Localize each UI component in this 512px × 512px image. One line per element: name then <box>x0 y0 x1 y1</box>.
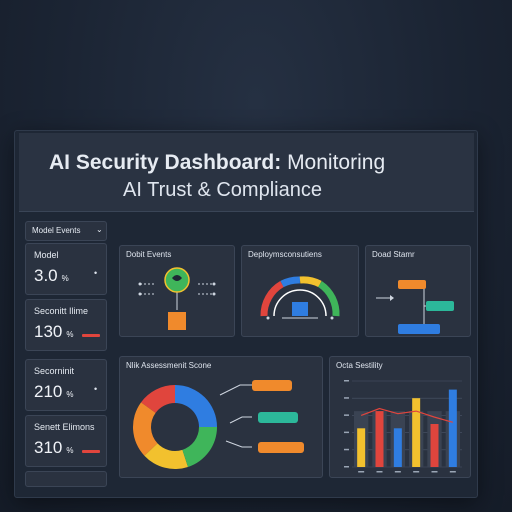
deployment-panel[interactable]: Deploymsconsutiens <box>241 245 359 337</box>
metric-label: Seconitt Ilime <box>34 306 89 316</box>
metric-label: Senett Elimons <box>34 422 95 432</box>
bar[interactable] <box>430 424 439 467</box>
y-tick-mark <box>344 397 349 399</box>
chevron-down-icon[interactable]: ⌄ <box>96 225 103 234</box>
y-tick-mark <box>344 431 349 434</box>
sensitivity-bar-chart <box>344 380 462 473</box>
x-tick-mark <box>449 471 456 473</box>
x-tick-mark <box>394 471 401 473</box>
metric-card-seconitt[interactable]: Seconitt Ilime 130% <box>25 299 107 351</box>
events-panel[interactable]: Dobit Events <box>119 245 235 337</box>
risk-pill <box>258 412 298 423</box>
model-events-tab[interactable]: Model Events ⌄ <box>25 221 107 241</box>
metric-card-model[interactable]: Model 3.0% • <box>25 243 107 295</box>
alert-bar <box>82 334 100 337</box>
y-tick-mark <box>344 448 349 451</box>
bar[interactable] <box>357 428 366 467</box>
metric-value: 310% <box>34 438 74 457</box>
metric-label: Secorninit <box>34 366 75 376</box>
data-stream-panel[interactable]: Doad Stamr <box>365 245 471 337</box>
dashboard-header: AI Security Dashboard: Monitoring AI Tru… <box>19 133 474 212</box>
bar[interactable] <box>375 411 384 467</box>
page-title: AI Security Dashboard: Monitoring <box>49 151 386 174</box>
panel-title: Deploymsconsutiens <box>248 250 322 259</box>
deployment-gauge <box>260 276 340 320</box>
metric-value: 130% <box>34 322 74 341</box>
model-events-tab-label: Model Events <box>32 226 81 235</box>
server-icon <box>168 312 186 330</box>
metric-card-senett[interactable]: Senett Elimons 310% <box>25 415 107 467</box>
y-tick-mark <box>344 414 349 416</box>
x-tick-mark <box>358 471 365 473</box>
data-node <box>398 324 440 334</box>
panel-title: Doad Stamr <box>372 250 415 259</box>
metric-value: 210% <box>34 382 74 401</box>
data-node <box>398 280 426 289</box>
donut-slice <box>182 427 217 467</box>
trend-dot-icon: • <box>94 268 98 278</box>
data-node <box>426 301 454 311</box>
x-tick-mark <box>413 471 420 473</box>
bar[interactable] <box>448 389 457 467</box>
panel-title: Octa Sestility <box>336 361 383 370</box>
dashboard-window: AI Security Dashboard: Monitoring AI Tru… <box>14 130 478 498</box>
risk-donut-chart <box>133 380 304 469</box>
metric-label: Model <box>34 250 59 260</box>
metric-card-footer <box>25 471 107 487</box>
trend-dot-icon: • <box>94 384 98 394</box>
events-graphic <box>138 267 216 330</box>
risk-pill <box>258 442 304 453</box>
x-tick-mark <box>376 471 383 473</box>
panel-title: Nlik Assessmenit Scone <box>126 361 212 370</box>
alert-bar <box>82 450 100 453</box>
risk-assessment-panel[interactable]: Nlik Assessmenit Scone <box>119 356 323 478</box>
y-tick-mark <box>344 466 349 468</box>
bar[interactable] <box>412 398 421 467</box>
donut-slice <box>141 385 175 413</box>
donut-slice <box>175 385 217 427</box>
metric-value: 3.0% <box>34 266 69 285</box>
metric-card-secorninit[interactable]: Secorninit 210% • <box>25 359 107 411</box>
data-flow-graphic <box>376 280 454 334</box>
gauge-needle-hub <box>292 302 308 316</box>
y-tick-mark <box>344 380 349 382</box>
risk-pill <box>252 380 292 391</box>
donut-slice <box>133 402 158 456</box>
bar[interactable] <box>393 428 402 467</box>
sensitivity-panel[interactable]: Octa Sestility <box>329 356 471 478</box>
x-tick-mark <box>431 471 438 473</box>
trend-line <box>360 407 453 423</box>
panel-title: Dobit Events <box>126 250 172 259</box>
donut-slice <box>144 443 188 469</box>
page-subtitle: AI Trust & Compliance <box>123 179 322 201</box>
